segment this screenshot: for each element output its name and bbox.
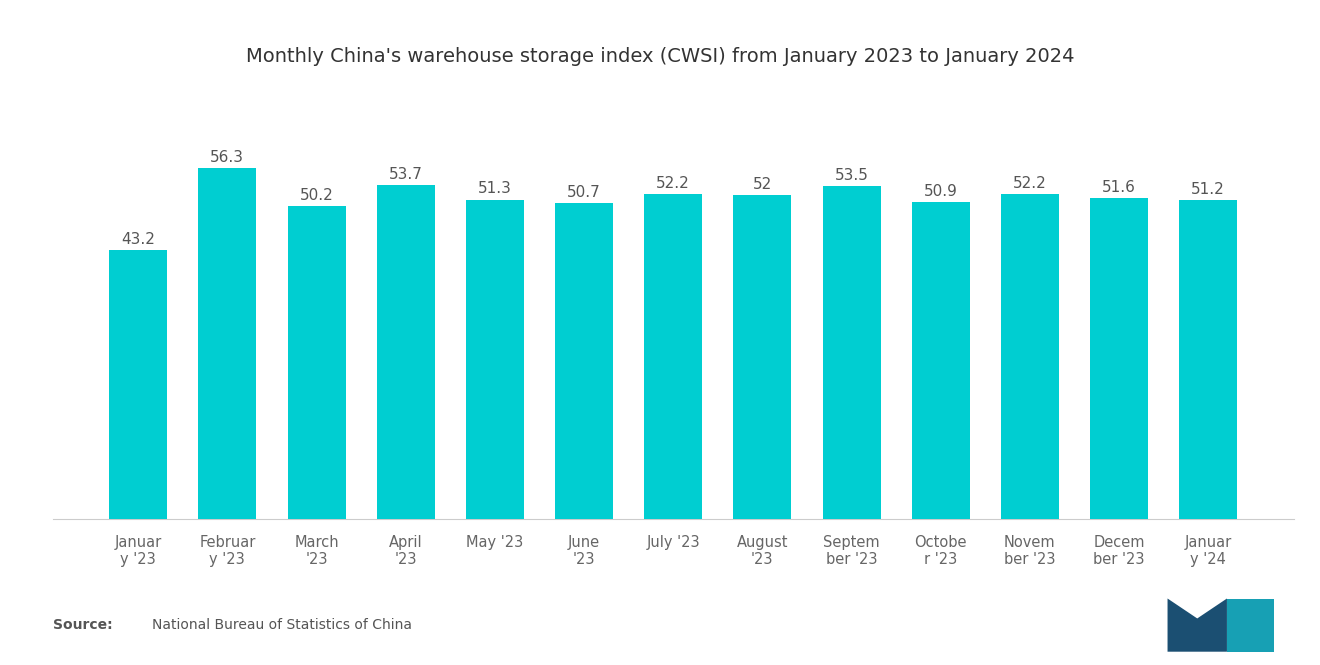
Polygon shape: [1226, 598, 1274, 652]
Bar: [912, 202, 970, 519]
Bar: [466, 200, 524, 519]
Text: 50.9: 50.9: [924, 184, 957, 199]
Text: 51.2: 51.2: [1192, 182, 1225, 197]
Text: 52.2: 52.2: [656, 176, 690, 191]
Bar: [198, 168, 256, 519]
Bar: [110, 250, 168, 519]
Text: 56.3: 56.3: [210, 150, 244, 166]
Bar: [734, 196, 792, 519]
Text: 51.3: 51.3: [478, 182, 512, 196]
Text: Monthly China's warehouse storage index (CWSI) from January 2023 to January 2024: Monthly China's warehouse storage index …: [246, 47, 1074, 66]
Text: Source:: Source:: [53, 618, 112, 632]
Bar: [644, 194, 702, 519]
Bar: [288, 206, 346, 519]
Text: 52.2: 52.2: [1012, 176, 1047, 191]
Text: National Bureau of Statistics of China: National Bureau of Statistics of China: [152, 618, 412, 632]
Text: 50.2: 50.2: [300, 188, 334, 203]
Text: 53.5: 53.5: [834, 168, 869, 183]
Polygon shape: [1167, 598, 1226, 652]
Bar: [376, 185, 434, 519]
Text: 50.7: 50.7: [568, 185, 601, 200]
Text: 43.2: 43.2: [121, 232, 156, 247]
Bar: [1001, 194, 1059, 519]
Text: 53.7: 53.7: [389, 166, 422, 182]
Text: 51.6: 51.6: [1102, 180, 1137, 195]
Bar: [1179, 200, 1237, 519]
Bar: [554, 203, 612, 519]
Text: 52: 52: [752, 177, 772, 192]
Bar: [1090, 198, 1148, 519]
Bar: [822, 186, 880, 519]
